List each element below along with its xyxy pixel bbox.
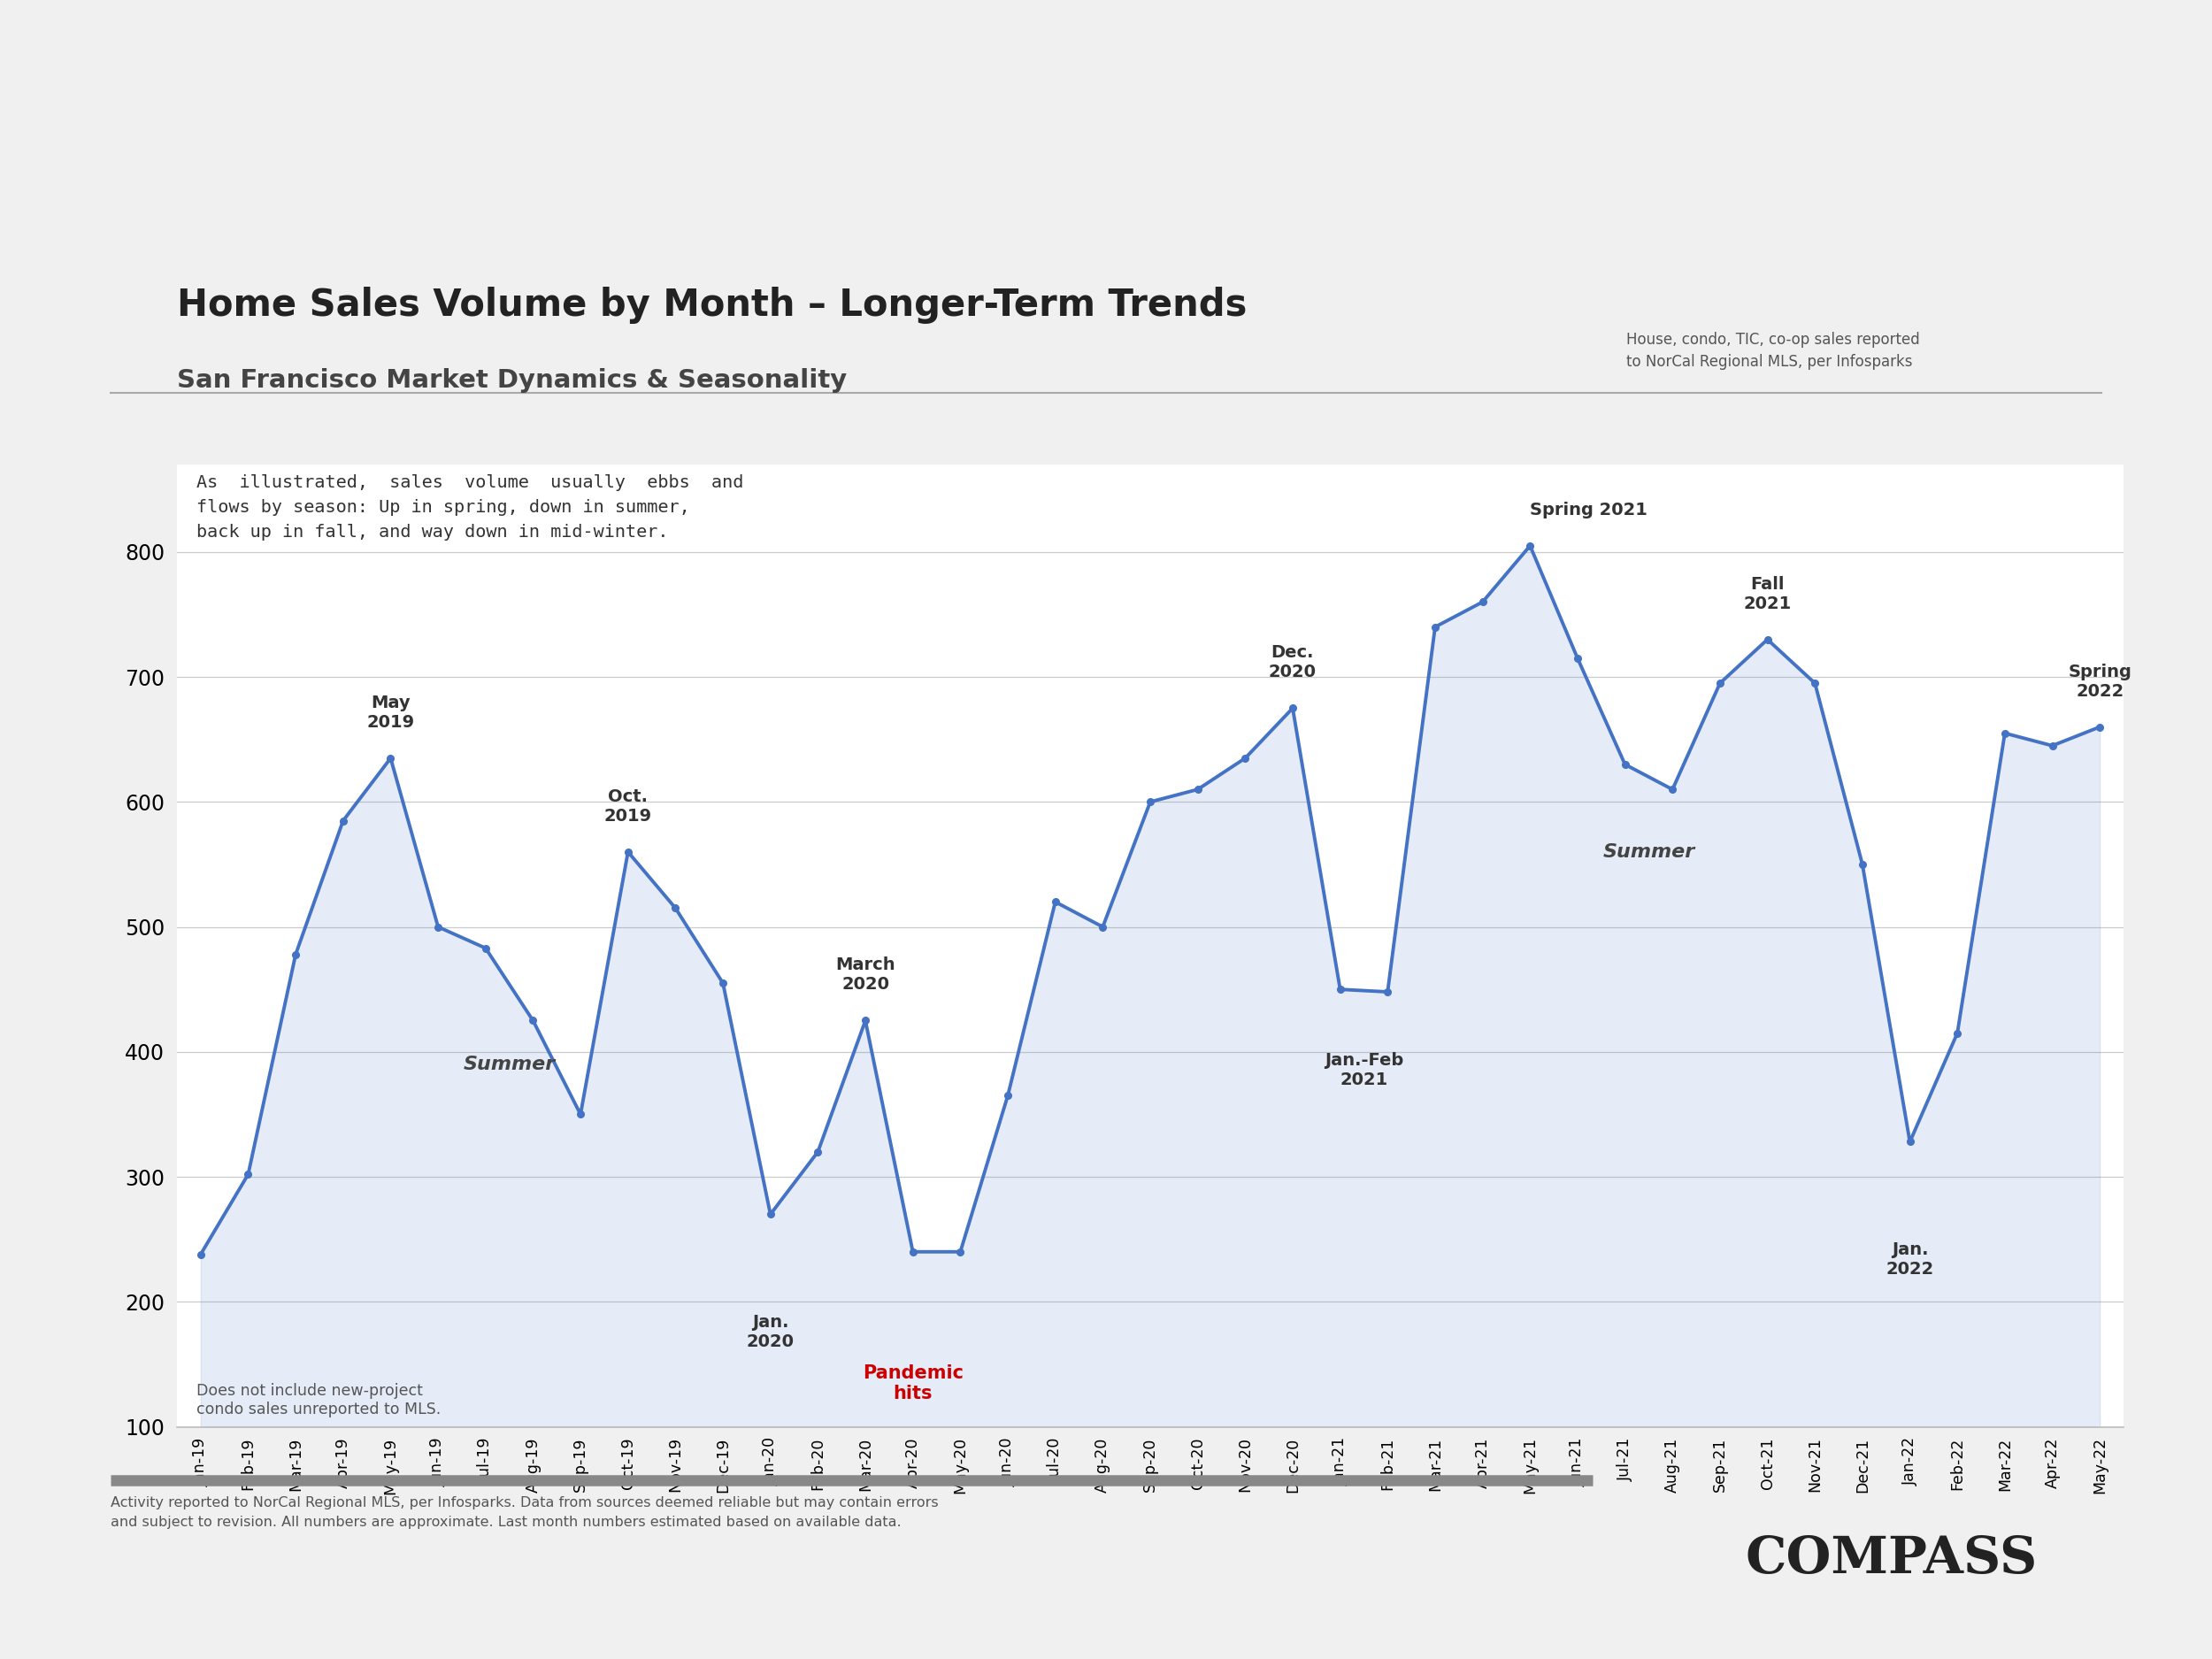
Text: Dec.
2020: Dec. 2020 [1270, 644, 1316, 680]
Text: COMPASS: COMPASS [1745, 1535, 2037, 1584]
Text: Jan.
2020: Jan. 2020 [745, 1314, 794, 1350]
Text: Spring 2021: Spring 2021 [1531, 501, 1648, 518]
Text: Does not include new-project
condo sales unreported to MLS.: Does not include new-project condo sales… [197, 1384, 440, 1417]
Text: San Francisco Market Dynamics & Seasonality: San Francisco Market Dynamics & Seasonal… [177, 368, 847, 393]
Text: House, condo, TIC, co-op sales reported
to NorCal Regional MLS, per Infosparks: House, condo, TIC, co-op sales reported … [1626, 332, 1920, 370]
Text: Fall
2021: Fall 2021 [1743, 576, 1792, 612]
Text: Pandemic
hits: Pandemic hits [863, 1364, 962, 1402]
Text: Jan.
2022: Jan. 2022 [1887, 1243, 1933, 1277]
Text: Home Sales Volume by Month – Longer-Term Trends: Home Sales Volume by Month – Longer-Term… [177, 287, 1248, 324]
Text: Spring
2022: Spring 2022 [2068, 664, 2132, 700]
Text: As  illustrated,  sales  volume  usually  ebbs  and
flows by season: Up in sprin: As illustrated, sales volume usually ebb… [197, 474, 743, 541]
Text: Summer: Summer [462, 1055, 555, 1073]
Text: March
2020: March 2020 [836, 957, 896, 994]
Text: Summer: Summer [1604, 843, 1694, 861]
Text: Activity reported to NorCal Regional MLS, per Infosparks. Data from sources deem: Activity reported to NorCal Regional MLS… [111, 1496, 938, 1530]
Text: Jan.-Feb
2021: Jan.-Feb 2021 [1325, 1052, 1402, 1088]
Text: Oct.
2019: Oct. 2019 [604, 788, 653, 825]
Text: May
2019: May 2019 [367, 695, 414, 730]
